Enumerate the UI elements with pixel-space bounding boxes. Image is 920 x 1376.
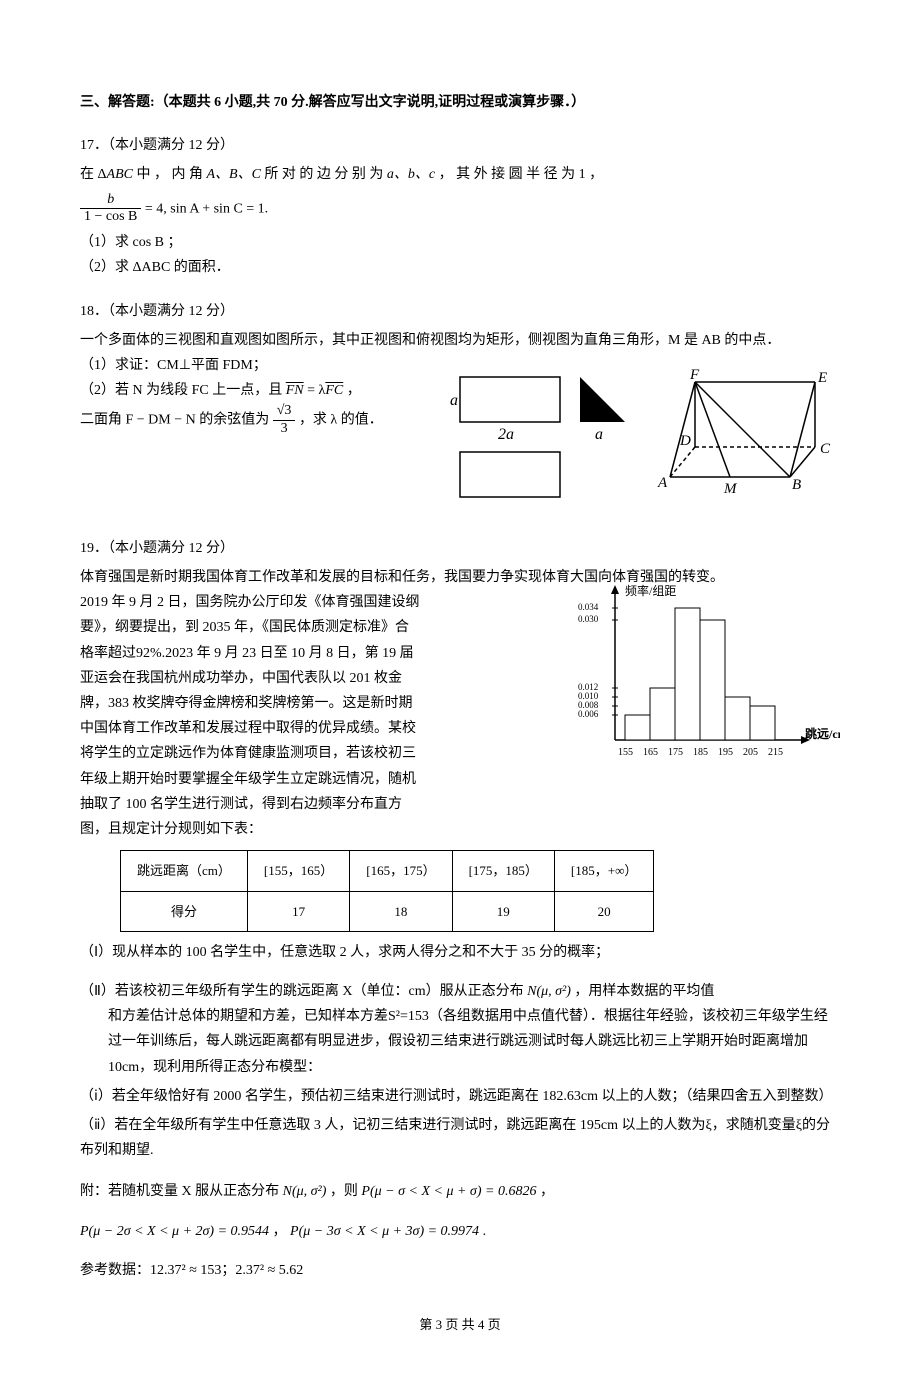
q17-p1c: 所 对 的 边 分 别 为 xyxy=(261,167,387,182)
q17-formula: b 1 − cos B = 4, sin A + sin C = 1. xyxy=(80,192,840,227)
q19-app-b: ，则 xyxy=(326,1184,361,1199)
q19-part-I: （Ⅰ）现从样本的 100 名学生中，任意选取 2 人，求两人得分之和不大于 35… xyxy=(80,940,840,965)
q18-3d-svg: F E D C A M B xyxy=(650,367,840,507)
q18-p2b: ， xyxy=(343,383,361,398)
q19-ref-data: 12.37² ≈ 153；2.37² ≈ 5.62 xyxy=(150,1263,303,1278)
q19-app-d: ， xyxy=(269,1224,290,1239)
q17-sides: a、b、c xyxy=(387,167,435,182)
table-row: 得分 17 18 19 20 xyxy=(121,891,654,931)
table-header-cell: [175，185） xyxy=(452,851,554,891)
svg-text:B: B xyxy=(792,477,801,493)
q19-sub-i: （ⅰ）若全年级恰好有 2000 名学生，预估初三结束进行测试时，跳远距离在 18… xyxy=(80,1084,840,1109)
q19-ref-label: 参考数据： xyxy=(80,1263,150,1278)
q17-eq-after: = 4, sin A + sin C = 1. xyxy=(141,201,268,216)
table-cell: 18 xyxy=(350,891,452,931)
q17-frac-den: 1 − cos B xyxy=(80,209,141,226)
q19-prob2: P(μ − 2σ < X < μ + 2σ) = 0.9544 xyxy=(80,1224,269,1239)
svg-text:0.030: 0.030 xyxy=(578,614,599,624)
question-17: 17．（本小题满分 12 分） 在 ΔABC 中 ， 内 角 A、B、C 所 对… xyxy=(80,133,840,280)
svg-text:F: F xyxy=(689,367,700,383)
question-19: 19．（本小题满分 12 分） 体育强国是新时期我国体育工作改革和发展的目标和任… xyxy=(80,536,840,1283)
q18-three-view-svg: a 2a a xyxy=(450,367,630,507)
svg-text:C: C xyxy=(820,441,831,457)
page-footer: 第 3 页 共 4 页 xyxy=(80,1313,840,1336)
q17-abc: ABC xyxy=(107,167,133,182)
table-row: 跳远距离（cm） [155，165） [165，175） [175，185） [… xyxy=(121,851,654,891)
svg-text:0.034: 0.034 xyxy=(578,602,599,612)
svg-text:频率/组距: 频率/组距 xyxy=(625,583,676,598)
q17-p1d: ， 其 外 接 圆 半 径 为 1 ， xyxy=(435,167,603,182)
question-18: 18．（本小题满分 12 分） 一个多面体的三视图和直观图如图所示，其中正视图和… xyxy=(80,299,840,518)
table-cell: 得分 xyxy=(121,891,248,931)
q17-p1b: 中 ， 内 角 xyxy=(133,167,207,182)
q17-p1a: 在 Δ xyxy=(80,167,107,182)
q19-app-c: ， xyxy=(536,1184,554,1199)
table-header-cell: [185，+∞） xyxy=(554,851,653,891)
q19-chart-svg: 频率/组距 跳远/cm 0.034 0.030 0.012 0.010 0.00… xyxy=(570,580,840,780)
q19-app-a: 附：若随机变量 X 服从正态分布 xyxy=(80,1184,283,1199)
q18-frac: √3 3 xyxy=(273,403,296,438)
q19-prob3: P(μ − 3σ < X < μ + 3σ) = 0.9974 xyxy=(290,1224,479,1239)
svg-text:165: 165 xyxy=(643,747,658,758)
svg-text:A: A xyxy=(657,475,668,491)
q17-angles: A、B、C xyxy=(206,167,260,182)
q18-figures: a 2a a F E D C A M B xyxy=(450,367,840,507)
table-cell: 20 xyxy=(554,891,653,931)
q18-vec-fn: FN xyxy=(286,383,304,398)
q19-pIIb: ，用样本数据的平均值 xyxy=(571,984,715,999)
table-header-cell: [165，175） xyxy=(350,851,452,891)
svg-text:D: D xyxy=(679,433,691,449)
q19-ref: 参考数据：12.37² ≈ 153；2.37² ≈ 5.62 xyxy=(80,1258,840,1283)
q18-frac-num: √3 xyxy=(273,403,296,421)
svg-text:195: 195 xyxy=(718,747,733,758)
q19-table: 跳远距离（cm） [155，165） [165，175） [175，185） [… xyxy=(120,850,654,932)
q18-frac-den: 3 xyxy=(273,421,296,438)
svg-text:205: 205 xyxy=(743,747,758,758)
table-cell: 17 xyxy=(247,891,349,931)
q18-p3b: ，求 λ 的值． xyxy=(295,413,382,428)
q19-pIIa: （Ⅱ）若该校初三年级所有学生的跳远距离 X（单位：cm）服从正态分布 xyxy=(80,984,527,999)
section-title: 三、解答题:（本题共 6 小题,共 70 分.解答应写出文字说明,证明过程或演算… xyxy=(80,90,840,115)
q19-appendix-line1: 附：若随机变量 X 服从正态分布 N(μ, σ²) ，则 P(μ − σ < X… xyxy=(80,1179,840,1204)
svg-text:M: M xyxy=(723,481,738,497)
q17-heading: 17．（本小题满分 12 分） xyxy=(80,133,840,158)
q18-eq: = λ xyxy=(304,383,326,398)
svg-text:a: a xyxy=(595,426,603,443)
q19-heading: 19．（本小题满分 12 分） xyxy=(80,536,840,561)
q19-dist: N(μ, σ²) xyxy=(527,984,571,999)
q18-p1: 一个多面体的三视图和直观图如图所示，其中正视图和俯视图均为矩形，侧视图为直角三角… xyxy=(80,328,840,353)
q17-fraction: b 1 − cos B xyxy=(80,192,141,227)
q19-prob1: P(μ − σ < X < μ + σ) = 0.6826 xyxy=(361,1184,536,1199)
svg-text:215: 215 xyxy=(768,747,783,758)
q18-p3a: 二面角 F − DM − N 的余弦值为 xyxy=(80,413,273,428)
table-header-cell: [155，165） xyxy=(247,851,349,891)
svg-text:跳远/cm: 跳远/cm xyxy=(805,726,840,741)
q18-vec-fc: FC xyxy=(325,383,343,398)
svg-text:175: 175 xyxy=(668,747,683,758)
q19-app-e: . xyxy=(479,1224,486,1239)
q19-p2: 2019 年 9 月 2 日，国务院办公厅印发《体育强国建设纲要》，纲要提出，到… xyxy=(80,590,420,842)
q19-histogram: 频率/组距 跳远/cm 0.034 0.030 0.012 0.010 0.00… xyxy=(570,580,840,789)
q18-p2a: （2）若 N 为线段 FC 上一点，且 xyxy=(80,383,286,398)
q19-part-II-line1: （Ⅱ）若该校初三年级所有学生的跳远距离 X（单位：cm）服从正态分布 N(μ, … xyxy=(80,979,840,1004)
svg-text:E: E xyxy=(817,370,827,386)
q19-part-II-line2: 和方差估计总体的期望和方差，已知样本方差S²=153（各组数据用中点值代替）．根… xyxy=(108,1004,840,1080)
svg-text:2a: 2a xyxy=(498,426,514,443)
table-cell: 19 xyxy=(452,891,554,931)
q17-frac-num: b xyxy=(80,192,141,210)
q18-heading: 18．（本小题满分 12 分） xyxy=(80,299,840,324)
q17-part1: （1）求 cos B ； xyxy=(80,230,840,255)
q19-appendix-line2: P(μ − 2σ < X < μ + 2σ) = 0.9544 ， P(μ − … xyxy=(80,1219,840,1244)
q19-app-dist: N(μ, σ²) xyxy=(283,1184,327,1199)
q17-line1: 在 ΔABC 中 ， 内 角 A、B、C 所 对 的 边 分 别 为 a、b、c… xyxy=(80,162,840,187)
svg-text:185: 185 xyxy=(693,747,708,758)
table-header-cell: 跳远距离（cm） xyxy=(121,851,248,891)
svg-text:0.006: 0.006 xyxy=(578,709,599,719)
svg-text:a: a xyxy=(450,392,458,409)
svg-text:155: 155 xyxy=(618,747,633,758)
q17-part2: （2）求 ΔABC 的面积． xyxy=(80,255,840,280)
q19-sub-ii: （ⅱ）若在全年级所有学生中任意选取 3 人，记初三结束进行测试时，跳远距离在 1… xyxy=(80,1113,840,1163)
